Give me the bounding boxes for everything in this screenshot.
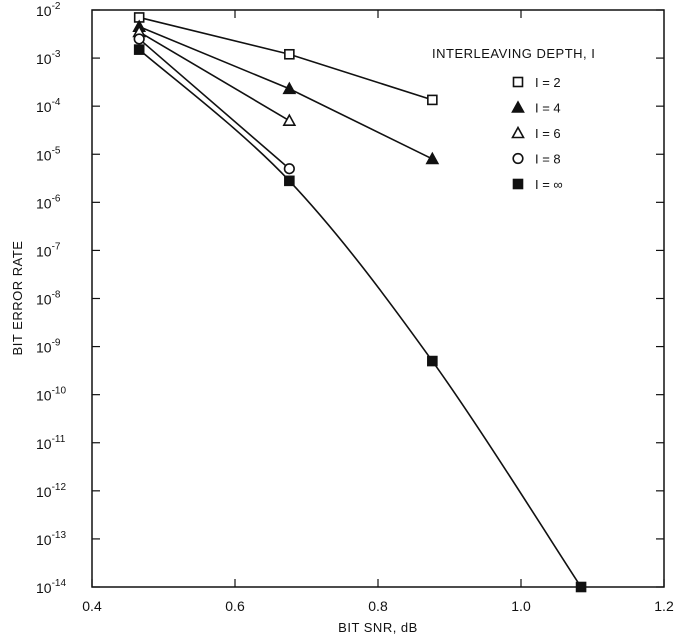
data-point [284, 48, 295, 60]
data-point [427, 355, 438, 367]
y-axis-title: BIT ERROR RATE [10, 241, 25, 356]
x-tick-label: 0.6 [225, 598, 245, 614]
data-point [427, 94, 438, 106]
y-tick-label: 10-14 [36, 578, 66, 596]
y-axis-ticks: 10-2 10-3 10-4 10-5 10-6 10-7 10-8 10-9 10-10 10-… [36, 1, 664, 596]
series-line [138, 38, 290, 170]
series-lines [138, 16, 582, 588]
x-tick-label: 1.0 [511, 598, 531, 614]
y-tick-label: 10-6 [36, 193, 61, 211]
legend-label: I = 6 [535, 126, 561, 141]
y-tick-label: 10-10 [36, 386, 66, 404]
legend-marker [512, 152, 524, 165]
series-markers [132, 12, 587, 593]
legend-label: I = 4 [535, 101, 561, 116]
series-line [138, 31, 290, 122]
data-point [575, 581, 587, 593]
legend-marker [512, 178, 524, 190]
legend-marker [511, 100, 525, 113]
data-point [283, 163, 295, 175]
series-line [138, 49, 582, 588]
legend-marker [511, 125, 525, 139]
y-tick-label: 10-2 [36, 1, 61, 19]
plot-frame [91, 9, 665, 588]
y-tick-label: 10-4 [36, 97, 61, 115]
data-point [284, 175, 295, 187]
data-point [282, 81, 297, 95]
x-axis-title: BIT SNR, dB [338, 620, 418, 635]
y-tick-label: 10-13 [36, 530, 66, 548]
x-tick-label: 0.4 [82, 598, 102, 614]
legend-title: INTERLEAVING DEPTH, I [432, 46, 595, 61]
y-tick-label: 10-7 [36, 241, 61, 259]
y-tick-label: 10-11 [36, 434, 66, 452]
x-axis-ticks: 0.4 0.6 0.8 1.0 1.2 [82, 10, 674, 614]
x-tick-label: 0.8 [368, 598, 388, 614]
y-tick-label: 10-3 [36, 49, 61, 67]
legend-label: I = 8 [535, 152, 561, 167]
legend-items: I = 2 I = 4 I = 6 I = 8 I = ∞ [511, 75, 563, 192]
data-point [133, 44, 145, 55]
y-tick-label: 10-12 [36, 482, 66, 500]
legend-marker [512, 76, 524, 88]
legend-label: I = ∞ [535, 177, 563, 192]
legend-label: I = 2 [535, 75, 561, 90]
y-tick-label: 10-8 [36, 290, 61, 308]
y-tick-label: 10-5 [36, 145, 61, 163]
data-point [425, 151, 440, 165]
x-tick-label: 1.2 [654, 598, 674, 614]
legend: INTERLEAVING DEPTH, I I = 2I = 4I = 6I =… [432, 46, 595, 192]
y-tick-label: 10-9 [36, 338, 61, 356]
data-point [282, 113, 297, 126]
data-point [133, 33, 145, 45]
